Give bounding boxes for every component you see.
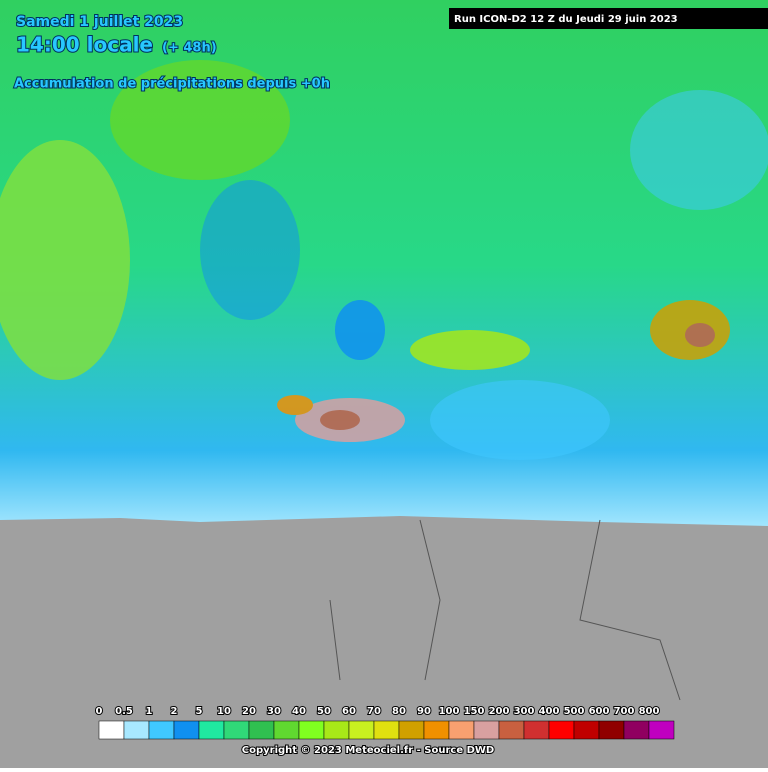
legend-swatch <box>173 720 200 740</box>
legend-swatch <box>498 720 525 740</box>
legend-swatch <box>523 720 550 740</box>
legend-label: 0 <box>96 706 103 717</box>
legend-label: 30 <box>267 706 281 717</box>
legend-swatch <box>348 720 375 740</box>
legend-swatch <box>648 720 675 740</box>
legend-label: 2 <box>171 706 178 717</box>
time: 14:00 locale <box>16 33 153 57</box>
product: Accumulation de précipitations depuis +0… <box>14 77 330 92</box>
legend-label: 300 <box>514 706 535 717</box>
legend-label: 50 <box>317 706 331 717</box>
legend-label: 400 <box>539 706 560 717</box>
offset: (+ 48h) <box>162 41 217 56</box>
precip-blobs <box>0 60 768 460</box>
legend-label: 40 <box>292 706 306 717</box>
legend-swatch <box>598 720 625 740</box>
legend-swatch <box>98 720 125 740</box>
run-box <box>449 8 768 29</box>
legend-label: 5 <box>196 706 203 717</box>
legend-swatch <box>473 720 500 740</box>
legend-label: 150 <box>464 706 485 717</box>
legend-swatch <box>423 720 450 740</box>
legend-label: 60 <box>342 706 356 717</box>
legend-swatch <box>273 720 300 740</box>
legend-swatch <box>248 720 275 740</box>
legend-swatch <box>623 720 650 740</box>
legend-label: 200 <box>489 706 510 717</box>
legend-label: 10 <box>217 706 231 717</box>
legend-swatch <box>323 720 350 740</box>
legend-swatch <box>373 720 400 740</box>
legend-swatch <box>573 720 600 740</box>
legend-swatch <box>298 720 325 740</box>
legend-label: 90 <box>417 706 431 717</box>
legend: 0 0.5 1 2 5 10 20 30 40 50 60 70 80 90 100 150 200 300 400… <box>95 705 675 740</box>
legend-swatch <box>148 720 175 740</box>
legend-label: 100 <box>439 706 460 717</box>
legend-label: 700 <box>614 706 635 717</box>
no-data-area <box>0 516 768 768</box>
legend-label: 800 <box>639 706 660 717</box>
date: Samedi 1 juillet 2023 <box>16 14 183 30</box>
legend-label: 0.5 <box>115 706 133 717</box>
legend-swatch <box>198 720 225 740</box>
legend-label: 1 <box>146 706 153 717</box>
legend-label: 600 <box>589 706 610 717</box>
legend-swatch <box>398 720 425 740</box>
run-info: Run ICON-D2 12 Z du Jeudi 29 juin 2023 <box>454 14 678 25</box>
copyright: Copyright © 2023 Meteociel.fr - Source D… <box>242 745 494 756</box>
legend-swatch <box>448 720 475 740</box>
legend-swatch <box>548 720 575 740</box>
legend-label: 80 <box>392 706 406 717</box>
borders <box>329 519 681 701</box>
legend-label: 70 <box>367 706 381 717</box>
legend-swatch <box>223 720 250 740</box>
legend-label: 20 <box>242 706 256 717</box>
legend-label: 500 <box>564 706 585 717</box>
legend-swatch <box>123 720 150 740</box>
